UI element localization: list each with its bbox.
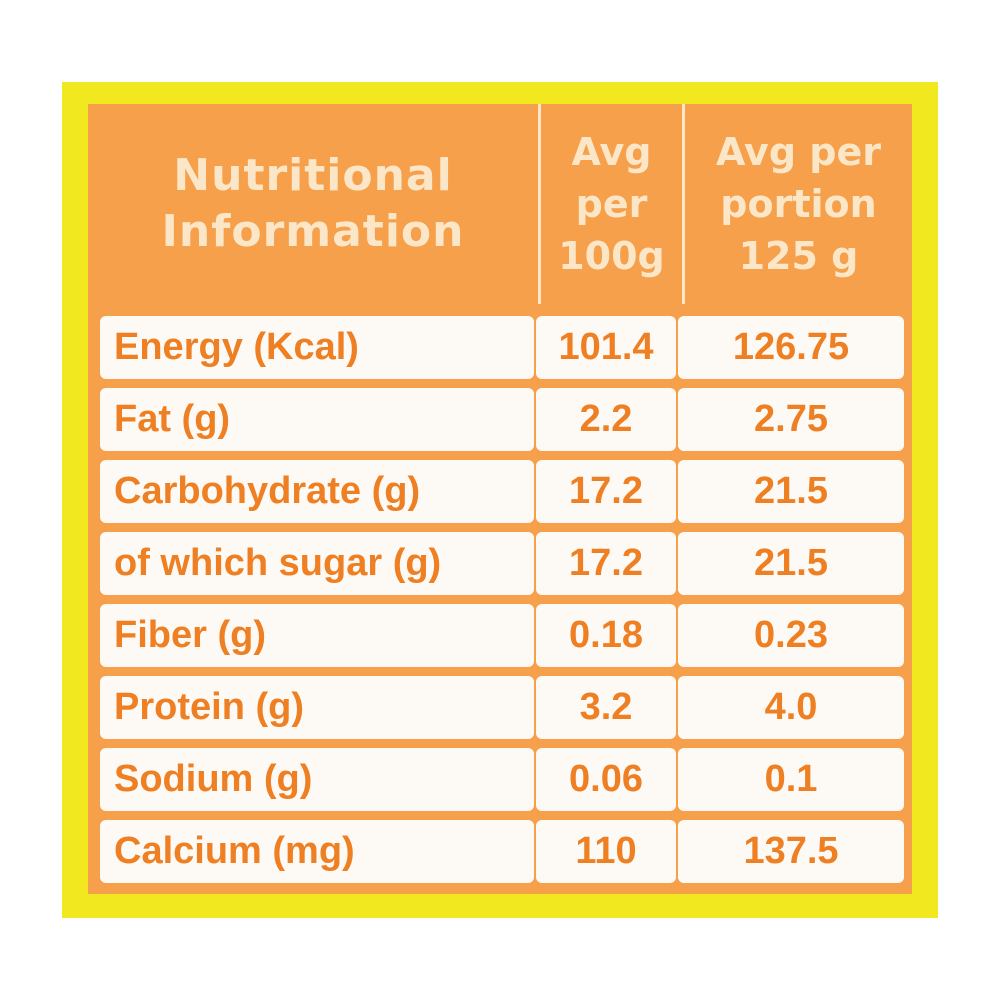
title-line-2: Information	[161, 206, 465, 257]
nutrient-name: Protein (g)	[100, 676, 534, 739]
table-row: Calcium (mg) 110 137.5	[100, 820, 904, 883]
value-per-100g: 17.2	[536, 460, 676, 523]
table-row: of which sugar (g) 17.2 21.5	[100, 532, 904, 595]
header-title: Nutritional Information	[88, 104, 538, 304]
table-row: Sodium (g) 0.06 0.1	[100, 748, 904, 811]
table-header: Nutritional Information Avg per 100g Avg…	[88, 104, 912, 304]
value-per-100g: 17.2	[536, 532, 676, 595]
value-per-100g: 0.06	[536, 748, 676, 811]
table-row: Carbohydrate (g) 17.2 21.5	[100, 460, 904, 523]
col1-line-2: per	[575, 182, 648, 226]
value-per-portion: 126.75	[678, 316, 904, 379]
value-per-portion: 21.5	[678, 460, 904, 523]
col2-line-2: portion	[720, 182, 877, 226]
value-per-100g: 2.2	[536, 388, 676, 451]
nutrient-name: Fiber (g)	[100, 604, 534, 667]
value-per-portion: 2.75	[678, 388, 904, 451]
value-per-portion: 21.5	[678, 532, 904, 595]
header-per-100g: Avg per 100g	[538, 104, 682, 304]
value-per-100g: 101.4	[536, 316, 676, 379]
nutrient-name: Fat (g)	[100, 388, 534, 451]
nutrient-name: Calcium (mg)	[100, 820, 534, 883]
header-per-portion: Avg per portion 125 g	[682, 104, 912, 304]
value-per-100g: 3.2	[536, 676, 676, 739]
nutrient-name: of which sugar (g)	[100, 532, 534, 595]
col2-line-1: Avg per	[716, 130, 881, 174]
value-per-portion: 137.5	[678, 820, 904, 883]
table-row: Fiber (g) 0.18 0.23	[100, 604, 904, 667]
value-per-portion: 0.1	[678, 748, 904, 811]
value-per-portion: 4.0	[678, 676, 904, 739]
value-per-portion: 0.23	[678, 604, 904, 667]
nutrition-label: Nutritional Information Avg per 100g Avg…	[88, 104, 912, 894]
value-per-100g: 110	[536, 820, 676, 883]
table-row: Energy (Kcal) 101.4 126.75	[100, 316, 904, 379]
title-line-1: Nutritional	[173, 150, 453, 201]
nutrient-name: Energy (Kcal)	[100, 316, 534, 379]
nutrient-name: Carbohydrate (g)	[100, 460, 534, 523]
col1-line-1: Avg	[571, 130, 652, 174]
value-per-100g: 0.18	[536, 604, 676, 667]
table-body: Energy (Kcal) 101.4 126.75 Fat (g) 2.2 2…	[100, 316, 904, 892]
col2-line-3: 125 g	[738, 234, 859, 278]
col1-line-3: 100g	[558, 234, 665, 278]
nutrient-name: Sodium (g)	[100, 748, 534, 811]
table-row: Protein (g) 3.2 4.0	[100, 676, 904, 739]
table-row: Fat (g) 2.2 2.75	[100, 388, 904, 451]
